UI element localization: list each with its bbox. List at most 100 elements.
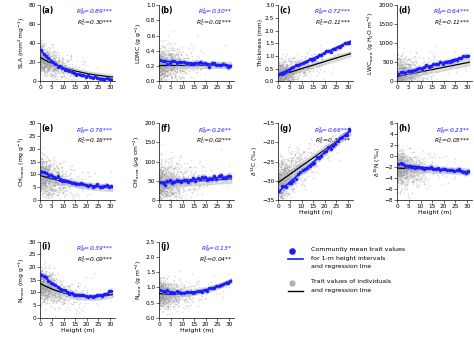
Point xyxy=(159,303,167,308)
Point xyxy=(175,286,183,292)
Point xyxy=(61,185,68,190)
Point xyxy=(176,179,184,184)
Point xyxy=(279,161,286,167)
Point xyxy=(166,64,173,69)
Point xyxy=(44,279,51,284)
Point xyxy=(43,277,50,283)
Point xyxy=(274,157,282,163)
Point xyxy=(285,80,292,85)
Point xyxy=(58,74,65,80)
Point xyxy=(161,65,168,71)
Point xyxy=(275,74,283,80)
Point xyxy=(396,170,403,176)
Point xyxy=(39,50,46,56)
Point xyxy=(402,79,410,84)
Point xyxy=(400,70,407,76)
Point xyxy=(223,278,230,284)
Point xyxy=(290,77,297,83)
Point xyxy=(36,190,44,195)
Point xyxy=(167,59,174,64)
Point xyxy=(400,64,408,70)
Point xyxy=(336,143,343,148)
Point xyxy=(162,290,170,295)
Point xyxy=(36,167,44,173)
Point xyxy=(77,184,84,190)
Point xyxy=(284,169,292,174)
Point xyxy=(306,168,314,173)
Point xyxy=(395,74,403,80)
Point xyxy=(167,56,174,62)
Point xyxy=(300,163,308,169)
Point xyxy=(157,60,164,66)
Point xyxy=(432,166,439,171)
Point xyxy=(58,289,65,294)
Point xyxy=(41,299,49,304)
Point xyxy=(170,285,178,291)
Point xyxy=(405,62,412,68)
Point xyxy=(180,296,188,302)
Point xyxy=(279,167,286,172)
Point xyxy=(171,177,178,182)
Point xyxy=(178,58,186,64)
Point xyxy=(49,279,56,284)
Point xyxy=(44,278,51,283)
Point xyxy=(61,171,68,177)
Point xyxy=(46,174,54,179)
Point xyxy=(283,62,291,67)
Point xyxy=(163,292,171,298)
Point xyxy=(287,177,295,183)
Point xyxy=(303,152,311,157)
Point xyxy=(169,170,176,176)
Point xyxy=(41,53,49,58)
Point xyxy=(396,75,403,81)
Point xyxy=(399,151,407,157)
Point xyxy=(407,167,414,172)
Point xyxy=(279,77,286,83)
Point xyxy=(169,191,177,196)
Point xyxy=(40,279,48,285)
Point xyxy=(159,296,167,302)
Point xyxy=(402,73,410,79)
Point xyxy=(37,274,45,280)
Point xyxy=(413,67,421,72)
Point xyxy=(156,181,164,186)
Point xyxy=(167,176,174,181)
Point xyxy=(57,74,64,80)
Point xyxy=(321,147,328,152)
Point xyxy=(39,290,46,295)
Point xyxy=(291,165,299,171)
Point xyxy=(277,182,285,187)
Point xyxy=(166,52,174,58)
Point xyxy=(37,184,45,189)
Point xyxy=(171,281,178,286)
Point xyxy=(40,60,48,65)
Point xyxy=(397,159,404,164)
Point xyxy=(174,290,182,295)
Point xyxy=(408,82,416,88)
Point xyxy=(196,183,203,188)
Point xyxy=(165,184,173,189)
Point xyxy=(277,70,285,75)
Point xyxy=(156,46,164,51)
Point xyxy=(40,270,47,276)
Point xyxy=(428,161,436,166)
Point xyxy=(58,188,65,193)
Point xyxy=(166,51,173,57)
Point xyxy=(43,282,51,288)
Point xyxy=(397,154,405,160)
Point xyxy=(188,190,196,196)
Point xyxy=(284,75,292,81)
Point xyxy=(168,55,176,61)
Point xyxy=(161,67,169,72)
Point xyxy=(423,151,431,157)
Point xyxy=(163,200,171,205)
Point xyxy=(170,194,177,199)
Point xyxy=(394,153,401,158)
Point xyxy=(199,284,206,290)
Point xyxy=(282,178,289,184)
Point xyxy=(48,59,56,65)
Point xyxy=(105,288,113,294)
Point xyxy=(413,172,421,178)
Point xyxy=(37,278,45,284)
Point xyxy=(166,193,173,198)
